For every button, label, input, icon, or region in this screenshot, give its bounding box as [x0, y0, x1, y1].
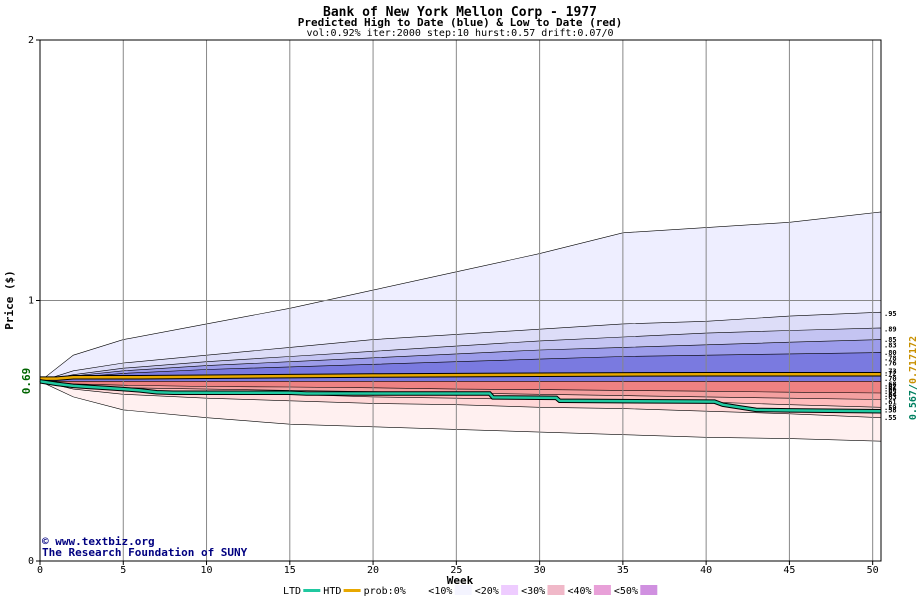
x-tick-label: 35 [617, 565, 629, 576]
low-end-label: .65 [884, 388, 897, 396]
low-end-label: .64 [884, 391, 897, 399]
legend-swatch [593, 585, 611, 595]
low-end-label: .70 [884, 375, 897, 383]
legend-label: HTD [323, 586, 341, 597]
high-end-label: .95 [884, 310, 897, 318]
y-axis-label: Price ($) [3, 270, 16, 330]
legend-label: <20% [475, 586, 499, 597]
legend: LTD HTD prob:0% <10% <20% <30% <40% <50% [283, 585, 658, 597]
low-end-label: .68 [884, 380, 897, 388]
low-end-label: .55 [884, 414, 897, 422]
low-end-label: .59 [884, 404, 897, 412]
high-end-label: .85 [884, 336, 897, 344]
series-lines [39, 371, 882, 414]
high-end-label: .78 [884, 354, 897, 362]
y-tick-label: 2 [28, 35, 34, 46]
chart-title: Bank of New York Mellon Corp - 1977 [323, 5, 597, 20]
htd-end-value: 0.717172 [908, 336, 919, 384]
legend-label: prob:0% [364, 586, 406, 597]
x-tick-label: 5 [120, 565, 126, 576]
legend-swatch [547, 585, 565, 595]
low-end-label: .66 [884, 386, 897, 394]
x-tick-label: 0 [37, 565, 43, 576]
legend-label: <30% [521, 586, 545, 597]
legend-swatch [454, 585, 472, 595]
chart-subtitle: Predicted High to Date (blue) & Low to D… [298, 16, 623, 29]
probability-bands [39, 211, 882, 442]
high-end-label: .76 [884, 360, 897, 368]
x-tick-label: 15 [284, 565, 296, 576]
band-end-labels: .95 .89 .85.83.80.78.76.73.72.70.68.67.66.… [884, 310, 897, 422]
x-tick-label: 25 [450, 565, 462, 576]
x-axis-ticks: 0 5 10 15 20 25 30 35 40 45 50 [37, 561, 879, 576]
x-tick-label: 10 [201, 565, 213, 576]
high-end-label: .80 [884, 349, 897, 357]
right-value-labels: 0.567/0.717172 [908, 336, 919, 420]
value-separator: / [908, 384, 919, 390]
high-end-label: .73 [884, 367, 897, 375]
legend-label: LTD [283, 586, 301, 597]
low-end-label: .61 [884, 399, 897, 407]
credit-site-text: www.textbiz.org [55, 535, 154, 548]
x-tick-label: 50 [867, 565, 879, 576]
htd-line [40, 372, 881, 380]
low-end-label: .67 [884, 383, 897, 391]
legend-label: <40% [568, 586, 592, 597]
credit-block: © www.textbiz.org The Research Foundatio… [42, 535, 248, 559]
x-tick-label: 20 [367, 565, 379, 576]
legend-swatch [343, 589, 361, 592]
chart-params: vol:0.92% iter:2000 step:10 hurst:0.57 d… [306, 28, 613, 39]
x-axis-label: Week [447, 574, 474, 587]
grid-lines [40, 40, 881, 561]
credit-site: © www.textbiz.org [42, 535, 155, 548]
legend-swatch [408, 585, 426, 595]
y-tick-label: 0 [28, 556, 34, 567]
y-tick-label: 1 [28, 296, 34, 307]
x-tick-label: 40 [700, 565, 712, 576]
low-end-label: .63 [884, 393, 897, 401]
high-end-label: .72 [884, 370, 897, 378]
ltd-end-value: 0.567 [908, 390, 919, 420]
high-end-label: .83 [884, 341, 897, 349]
ltd-line [39, 380, 882, 413]
legend-swatch [501, 585, 519, 595]
start-price-label: 0.69 [20, 368, 33, 395]
x-tick-label: 30 [534, 565, 546, 576]
legend-label: <10% [428, 586, 452, 597]
legend-label: <50% [614, 586, 638, 597]
low-band-5 [39, 380, 882, 394]
y-axis-ticks: 0 1 2 [28, 35, 40, 567]
low-end-label: .58 [884, 406, 897, 414]
high-end-label: .89 [884, 326, 897, 334]
credit-org: The Research Foundation of SUNY [42, 546, 248, 559]
legend-swatch [303, 589, 321, 592]
x-tick-label: 45 [783, 565, 795, 576]
legend-swatch [640, 585, 658, 595]
